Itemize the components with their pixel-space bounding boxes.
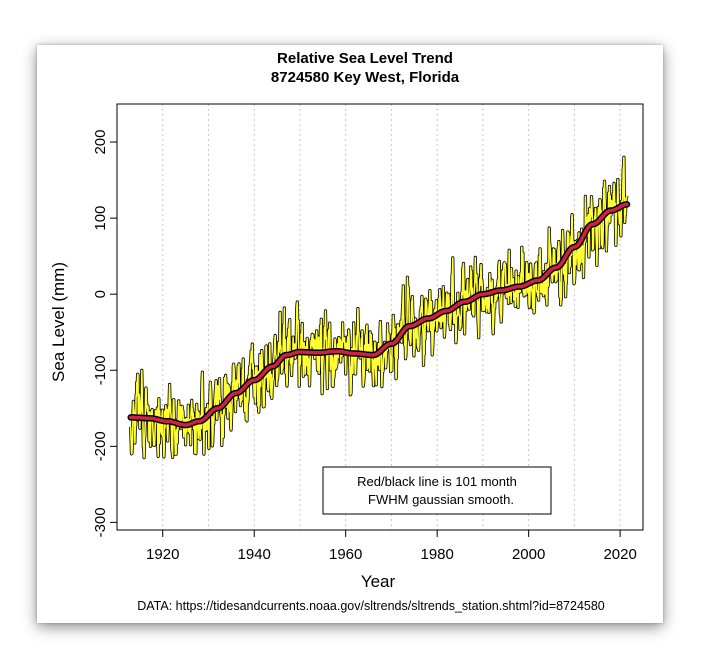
x-tick-label: 1980 <box>420 546 453 563</box>
y-axis-label: Sea Level (mm) <box>49 262 68 382</box>
data-source: DATA: https://tidesandcurrents.noaa.gov/… <box>137 599 605 613</box>
plot-frame <box>116 103 644 531</box>
annotation-box <box>322 466 552 515</box>
smooth-line-outline <box>127 201 631 429</box>
x-axis: 1920 1940 1960 1980 2000 2020 <box>146 530 637 563</box>
y-tick-label: -200 <box>92 431 109 461</box>
y-tick-label: 200 <box>92 130 109 155</box>
y-tick-label: -100 <box>92 355 109 385</box>
x-tick-label: 1940 <box>238 546 271 563</box>
annotation-line-1: Red/black line is 101 month <box>357 474 517 489</box>
y-tick-label: 100 <box>92 206 109 231</box>
x-axis-label: Year <box>361 572 396 591</box>
chart-subtitle: 8724580 Key West, Florida <box>271 69 460 86</box>
smooth-line <box>128 202 629 427</box>
y-tick-label: -300 <box>92 507 109 537</box>
x-tick-label: 1960 <box>329 546 362 563</box>
chart-title: Relative Sea Level Trend <box>277 50 453 67</box>
x-tick-label: 2000 <box>512 546 545 563</box>
y-tick-label: 0 <box>92 290 109 298</box>
y-axis: -300 -200 -100 0 100 200 <box>92 130 117 537</box>
data-series <box>127 155 631 460</box>
annotation-line-2: FWHM gaussian smooth. <box>368 492 514 507</box>
grid-lines <box>162 104 621 530</box>
x-tick-label: 1920 <box>146 546 179 563</box>
x-tick-label: 2020 <box>603 546 636 563</box>
monthly-series-outline <box>129 155 629 460</box>
